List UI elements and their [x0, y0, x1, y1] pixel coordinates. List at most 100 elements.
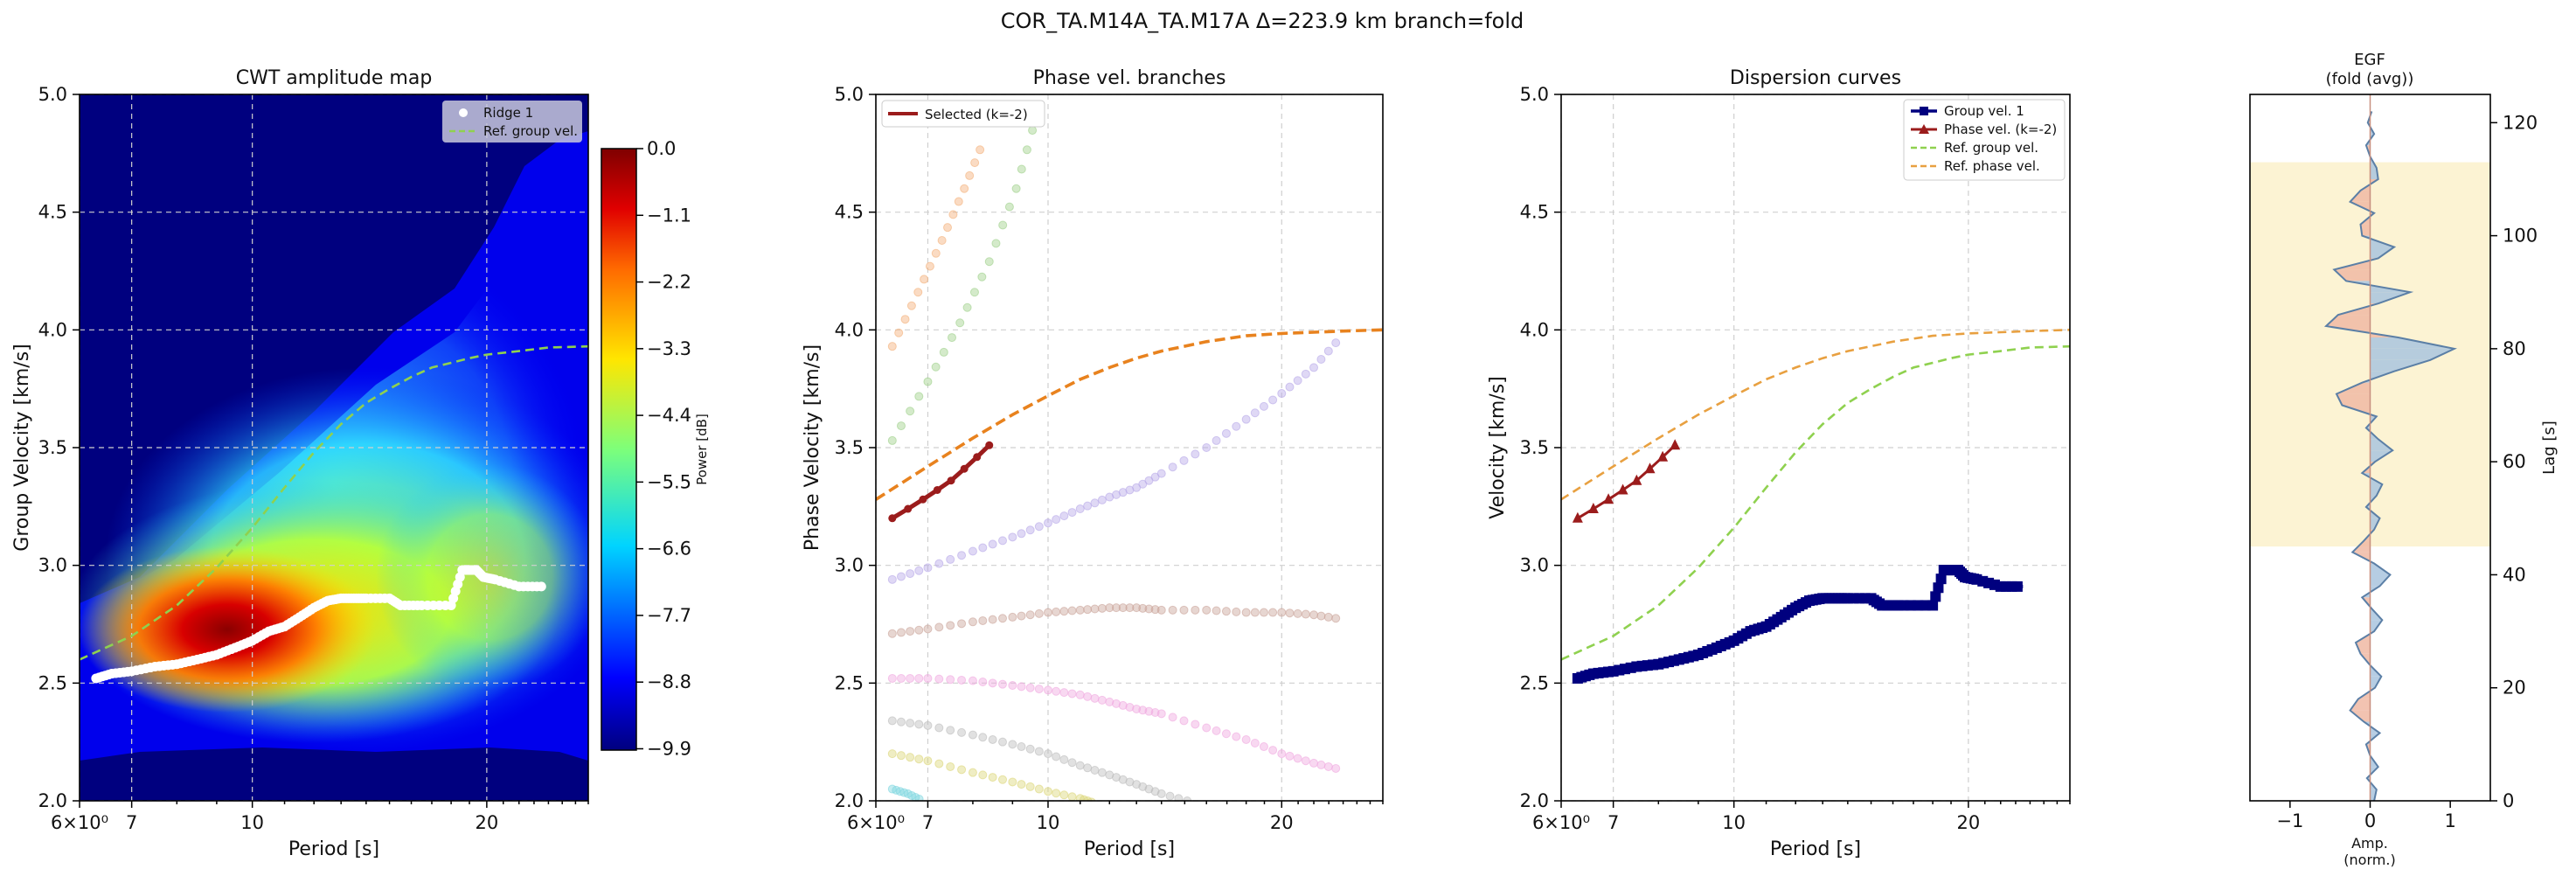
branch-point	[900, 315, 910, 324]
branch-point	[906, 407, 915, 416]
branch-point	[1118, 488, 1128, 497]
branch-point	[1309, 610, 1319, 620]
cwt-ylabel: Group Velocity [km/s]	[11, 344, 33, 551]
branch-point	[1232, 607, 1241, 616]
branch-point	[1191, 720, 1200, 729]
branch-point	[1059, 688, 1069, 698]
x-tick-label: 1	[2444, 810, 2455, 831]
y-tick-label: 20	[2503, 678, 2526, 699]
colorbar-tick-label: −7.7	[647, 605, 691, 626]
branch-point	[1316, 611, 1326, 621]
y-tick-label: 3.0	[38, 555, 67, 576]
egf-xlabel-line1: Amp.	[2351, 835, 2388, 852]
branch-point	[1174, 794, 1184, 801]
y-tick-label: 2.5	[38, 672, 67, 693]
y-tick-label: 4.5	[835, 202, 864, 223]
colorbar-tick-label: 0.0	[647, 138, 676, 159]
branch-point	[1232, 732, 1241, 741]
dispersion-curves	[1561, 329, 2070, 684]
x-tick-label: 20	[1957, 812, 1981, 833]
branch-point	[896, 673, 906, 683]
branch-point	[1043, 518, 1052, 528]
dispersion-xlabel: Period [s]	[1770, 838, 1861, 860]
branch-point	[1052, 607, 1061, 616]
branch-point	[1028, 126, 1038, 136]
egf-fill-segment	[2360, 224, 2371, 236]
branch-point	[1034, 685, 1044, 694]
phase-velocity-marker	[1572, 511, 1583, 523]
branch-point	[1087, 797, 1096, 801]
branch-point	[1059, 607, 1069, 616]
branch-point	[1022, 145, 1031, 155]
dispersion-ylabel: Velocity [km/s]	[1487, 376, 1509, 519]
branch-point	[1125, 777, 1135, 787]
y-tick-label: 4.0	[38, 319, 67, 340]
branch-point	[1075, 504, 1085, 514]
branch-point	[978, 543, 988, 553]
egf-ylabel: Lag [s]	[2540, 421, 2559, 475]
branch-point	[906, 719, 915, 728]
colorbar-tick-label: −9.9	[647, 738, 691, 759]
branch-point	[1323, 761, 1333, 771]
branch-point	[1179, 605, 1189, 615]
branch-point	[887, 574, 897, 584]
branch-point	[1309, 363, 1319, 372]
dispersion-legend[interactable]: Group vel. 1 Phase vel. (k=-2) Ref. grou…	[1903, 99, 2066, 181]
branch-point	[1250, 608, 1260, 617]
x-tick-label: 6×10⁰	[1532, 812, 1590, 833]
branch-point	[914, 673, 924, 683]
branch-point	[1156, 605, 1166, 615]
phase-ticks: 6×10⁰ 7 10 20 2.0 2.5 3.0 3.5 4.0 4.5 5.0	[835, 84, 1384, 833]
branch-point	[957, 675, 967, 685]
y-tick-label: 4.0	[835, 319, 864, 340]
branch-point	[906, 753, 915, 762]
phase-velocity-marker	[1631, 474, 1642, 485]
branch-point	[1331, 338, 1341, 348]
branch-point	[946, 726, 955, 735]
branch-point	[988, 773, 997, 782]
branch-point	[1118, 603, 1128, 613]
branch-point	[1250, 408, 1260, 418]
legend-phase-marker	[1919, 124, 1929, 134]
colorbar-tick-label: −1.1	[647, 205, 691, 226]
branch-point	[1301, 609, 1310, 619]
colorbar-tick-label: −2.2	[647, 272, 691, 293]
x-tick-label: 10	[1722, 812, 1746, 833]
dispersion-grid	[1560, 94, 2070, 802]
branch-point	[1090, 765, 1100, 775]
branch-point	[1083, 692, 1093, 701]
branch-point	[1052, 515, 1061, 525]
branch-point	[988, 734, 997, 744]
branch-point	[1285, 382, 1295, 392]
y-tick-label: 4.5	[38, 202, 67, 223]
egf-fill-segment	[2370, 247, 2394, 259]
branch-point	[1293, 376, 1302, 386]
branch-point	[934, 674, 944, 684]
branch-point	[937, 235, 947, 245]
branch-point	[978, 770, 988, 780]
colorbar-tick-label: −4.4	[647, 405, 691, 426]
phase-velocity-marker	[1617, 483, 1628, 495]
branch-point	[1250, 739, 1260, 748]
group-velocity-marker	[1935, 574, 1947, 585]
legend-ref-phase-label: Ref. phase vel.	[1944, 158, 2040, 174]
branch-point	[946, 621, 955, 630]
egf-xlabel-line2: (norm.)	[2343, 852, 2395, 868]
cwt-legend[interactable]: Ridge 1 Ref. group vel.	[442, 101, 582, 143]
phase-velocity-marker	[1587, 503, 1599, 514]
branch-point	[1221, 729, 1231, 739]
x-tick-label: 7	[1607, 812, 1619, 833]
branch-point	[1043, 787, 1052, 796]
branch-point	[1125, 485, 1135, 495]
group-velocity-marker	[1927, 600, 1939, 611]
branch-point	[1191, 449, 1200, 459]
y-tick-label: 4.0	[1520, 319, 1549, 340]
phase-legend[interactable]: Selected (k=-2)	[881, 100, 1045, 128]
branch-point	[1241, 414, 1251, 424]
dispersion-title: Dispersion curves	[1730, 67, 1901, 89]
branch-point	[887, 749, 897, 759]
ref-group-line	[1561, 344, 2070, 661]
branch-point	[913, 288, 923, 297]
branch-point	[914, 720, 924, 729]
branch-point	[1112, 773, 1121, 782]
